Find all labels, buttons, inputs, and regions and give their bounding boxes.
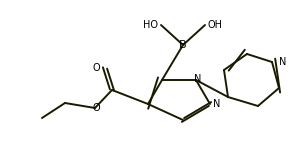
Text: O: O [92, 103, 100, 113]
Text: N: N [194, 74, 202, 84]
Text: HO: HO [143, 20, 158, 30]
Text: OH: OH [207, 20, 222, 30]
Text: O: O [92, 63, 100, 73]
Text: N: N [279, 57, 286, 67]
Text: B: B [179, 40, 187, 50]
Text: N: N [213, 99, 221, 109]
